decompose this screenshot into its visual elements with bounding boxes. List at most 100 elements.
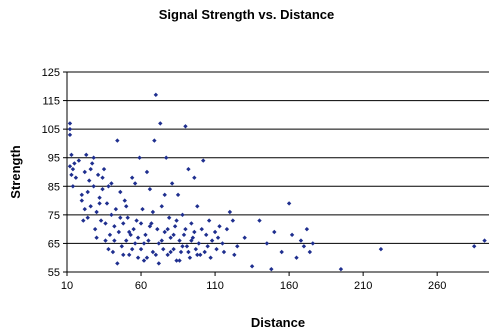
y-tick-label: 65 [48, 238, 60, 250]
data-point [202, 249, 207, 255]
data-point [279, 249, 284, 255]
data-point [242, 235, 247, 240]
data-point [180, 212, 185, 218]
data-point [174, 258, 179, 263]
data-point [110, 249, 116, 255]
data-point [103, 221, 108, 226]
data-point [206, 218, 212, 223]
x-tick-label: 60 [135, 280, 147, 292]
data-point [307, 249, 313, 255]
data-point [177, 238, 182, 243]
data-point [178, 249, 184, 255]
data-point [152, 138, 157, 143]
data-point [129, 246, 135, 252]
data-point [180, 244, 185, 249]
data-point [81, 218, 86, 223]
data-point [150, 249, 156, 255]
x-tick-label: 210 [354, 280, 372, 292]
data-point [249, 264, 255, 269]
data-point [183, 226, 188, 232]
data-point [294, 255, 299, 260]
data-point [208, 255, 213, 260]
data-point [109, 212, 114, 218]
data-point [67, 132, 73, 138]
data-point [189, 221, 194, 226]
data-point [79, 198, 85, 203]
data-point [113, 206, 119, 212]
data-point [166, 215, 172, 220]
data-point [482, 238, 487, 243]
data-point [212, 229, 218, 235]
data-point [177, 258, 182, 263]
data-point [87, 178, 92, 183]
data-point [195, 204, 200, 209]
data-point [106, 184, 111, 189]
data-point [88, 166, 93, 172]
data-point [165, 226, 170, 232]
data-point [153, 252, 159, 258]
data-point [195, 252, 200, 258]
data-point [135, 255, 141, 260]
data-point [155, 226, 160, 232]
data-point [146, 238, 151, 243]
data-point [147, 224, 153, 229]
data-point [82, 206, 87, 212]
data-point [220, 241, 225, 246]
data-point [232, 252, 237, 258]
data-point [84, 152, 89, 158]
data-point [196, 241, 201, 246]
data-point [72, 161, 77, 166]
data-point [168, 235, 173, 240]
data-point [264, 241, 270, 246]
data-point [175, 192, 181, 198]
data-point [69, 172, 74, 178]
data-point [138, 221, 144, 226]
data-point [181, 232, 187, 238]
data-point [118, 215, 123, 220]
data-point [143, 232, 148, 238]
data-point [134, 218, 139, 223]
data-point [378, 246, 384, 252]
data-point [198, 252, 203, 258]
data-point [70, 184, 76, 189]
data-point [161, 246, 166, 252]
data-point [301, 244, 307, 249]
data-point [156, 261, 162, 266]
y-tick-label: 115 [42, 96, 60, 108]
data-point [227, 209, 233, 215]
y-tick-label: 55 [48, 267, 60, 279]
data-point [214, 246, 219, 252]
data-point [124, 204, 129, 209]
data-point [171, 246, 176, 252]
data-point [119, 244, 124, 249]
data-point [131, 226, 136, 232]
data-point [126, 229, 132, 235]
data-point [88, 204, 93, 209]
data-point [172, 224, 178, 229]
data-point [121, 221, 126, 226]
data-point [168, 249, 173, 255]
data-point [289, 232, 295, 238]
data-point [138, 246, 144, 252]
data-point [103, 238, 108, 243]
data-point [97, 195, 102, 200]
data-point [156, 241, 162, 246]
data-point [257, 218, 262, 223]
y-tick-label: 95 [48, 153, 60, 165]
y-tick-label: 85 [48, 181, 60, 193]
data-point [91, 184, 96, 189]
data-point [269, 266, 274, 272]
y-tick-label: 125 [42, 67, 60, 79]
data-point [109, 181, 114, 186]
data-point [184, 244, 190, 249]
data-point [128, 232, 133, 238]
y-tick-label: 75 [48, 210, 60, 222]
data-point [201, 158, 206, 163]
data-point [76, 158, 82, 163]
grid-lines [67, 71, 489, 273]
data-point [192, 229, 197, 235]
data-point [158, 121, 163, 126]
data-point [82, 169, 87, 175]
data-point [217, 224, 222, 229]
